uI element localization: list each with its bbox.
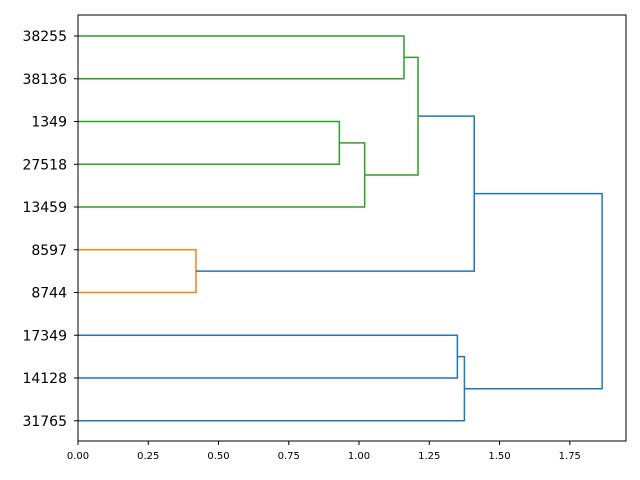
- dendrogram-links: [78, 35, 603, 422]
- dendrogram-link-2: [78, 120, 341, 165]
- dendrogram-link-7: [78, 334, 459, 379]
- x-tick-label: 0.75: [278, 451, 300, 462]
- x-tick-label: 1.50: [488, 451, 510, 462]
- dendrogram-link-1: [78, 35, 405, 80]
- dendrogram-link-4: [364, 56, 419, 176]
- dendrogram-link-6: [196, 115, 475, 272]
- x-tick-label: 0.00: [67, 451, 89, 462]
- x-axis: 0.00 0.25 0.50 0.75 1.00 1.25 1.50 1.75: [67, 441, 581, 462]
- leaf-label: 8597: [31, 243, 67, 259]
- x-tick-label: 1.75: [559, 451, 581, 462]
- y-axis: 38255 38136 1349 27518 13459 8597 8744 17349 141…: [22, 29, 78, 430]
- dendrogram-link-8: [78, 355, 466, 422]
- leaf-label: 17349: [22, 328, 67, 344]
- leaf-label: 31765: [22, 414, 67, 430]
- x-tick-label: 0.25: [137, 451, 159, 462]
- x-tick-label: 1.25: [418, 451, 440, 462]
- leaf-label: 38136: [22, 72, 67, 88]
- leaf-label: 13459: [22, 200, 67, 216]
- dendrogram-link-9: [464, 192, 603, 390]
- x-tick-label: 1.00: [348, 451, 370, 462]
- leaf-label: 27518: [22, 157, 67, 173]
- leaf-label: 14128: [22, 371, 67, 387]
- leaf-label: 1349: [31, 115, 67, 131]
- leaf-label: 8744: [31, 286, 67, 302]
- leaf-label: 38255: [22, 29, 67, 45]
- dendrogram-link-5: [78, 249, 197, 294]
- x-tick-label: 0.50: [207, 451, 229, 462]
- plot-frame: [77, 14, 627, 442]
- dendrogram-link-3: [78, 142, 366, 208]
